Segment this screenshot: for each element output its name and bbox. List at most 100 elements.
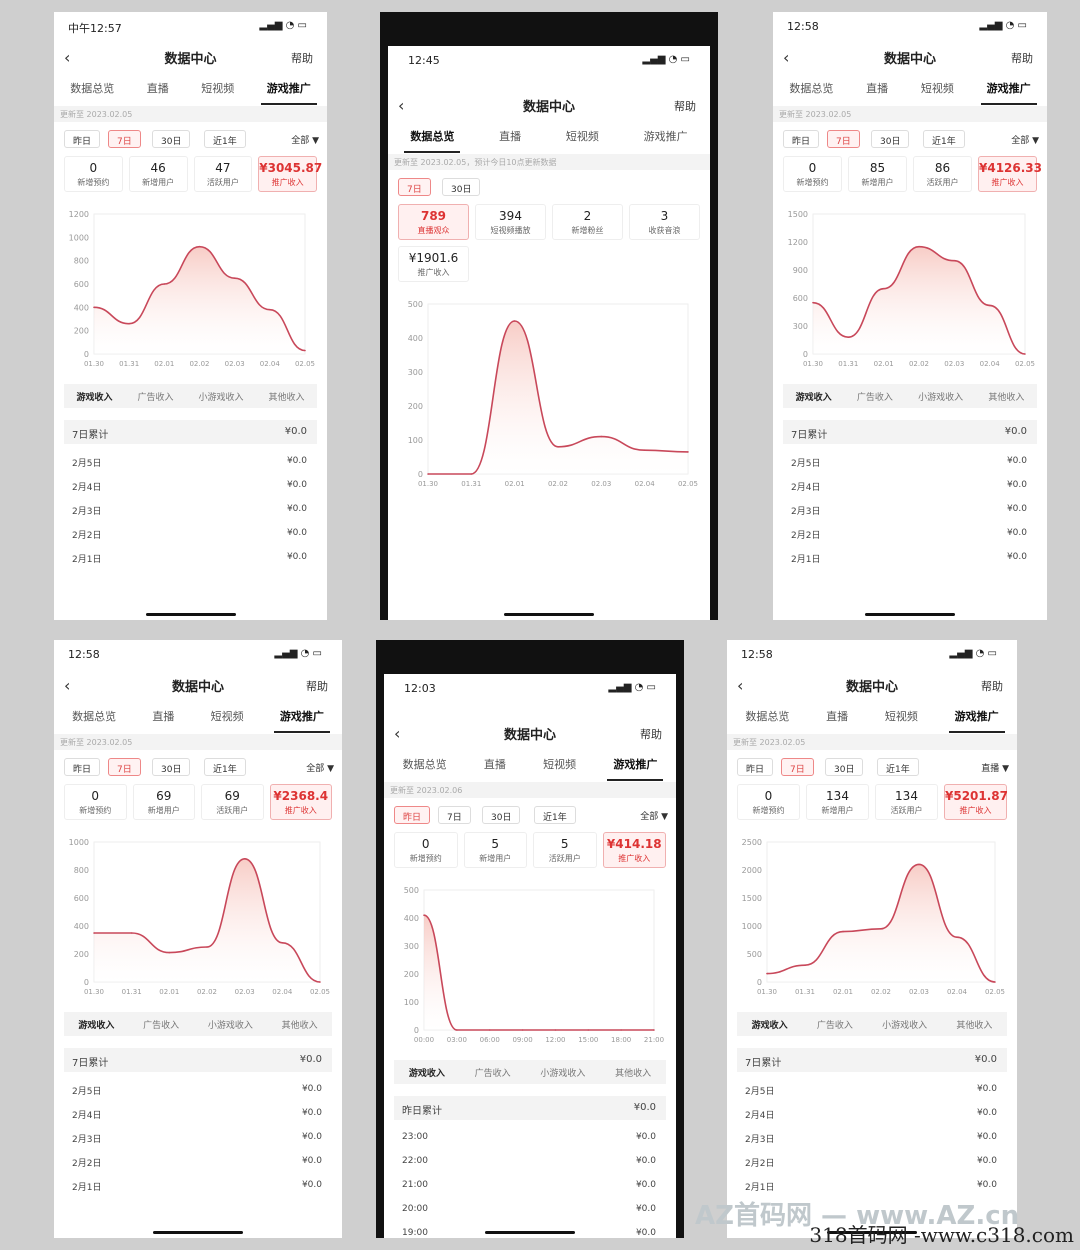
help-button[interactable]: 帮助 — [1011, 52, 1033, 65]
revenue-tab[interactable]: 小游戏收入 — [198, 392, 244, 403]
stat-card[interactable]: ¥5201.87 推广收入 — [944, 784, 1008, 820]
revenue-tab[interactable]: 其他收入 — [615, 1068, 652, 1079]
tab-1[interactable]: 直播 — [866, 82, 889, 95]
tab-1[interactable]: 直播 — [152, 710, 175, 723]
revenue-tab[interactable]: 小游戏收入 — [540, 1068, 586, 1079]
help-button[interactable]: 帮助 — [306, 680, 328, 693]
tab-3[interactable]: 游戏推广 — [273, 704, 330, 733]
filter-chip[interactable]: 近1年 — [923, 130, 965, 148]
revenue-tab[interactable]: 小游戏收入 — [918, 392, 964, 403]
revenue-tab[interactable]: 小游戏收入 — [207, 1020, 253, 1031]
tab-2[interactable]: 短视频 — [210, 710, 244, 723]
stat-card[interactable]: 85 新增用户 — [848, 156, 907, 192]
filter-chip[interactable]: 昨日 — [737, 758, 774, 776]
filter-chip[interactable]: 7日 — [438, 806, 471, 824]
back-arrow-icon[interactable]: ‹ — [394, 724, 401, 743]
filter-dropdown[interactable]: 全部 ▼ — [1011, 136, 1039, 146]
revenue-tab[interactable]: 游戏收入 — [76, 392, 113, 403]
help-button[interactable]: 帮助 — [291, 52, 313, 65]
back-arrow-icon[interactable]: ‹ — [783, 48, 790, 67]
revenue-tab[interactable]: 广告收入 — [137, 392, 174, 403]
filter-chip[interactable]: 7日 — [108, 758, 141, 776]
stat-card[interactable]: 69 活跃用户 — [201, 784, 264, 820]
filter-dropdown[interactable]: 全部 ▼ — [306, 764, 334, 774]
tab-1[interactable]: 直播 — [826, 710, 849, 723]
stat-card[interactable]: 86 活跃用户 — [913, 156, 972, 192]
filter-chip[interactable]: 30日 — [442, 178, 481, 196]
filter-chip[interactable]: 昨日 — [394, 806, 431, 824]
filter-chip[interactable]: 7日 — [827, 130, 860, 148]
stat-card[interactable]: 5 新增用户 — [463, 832, 527, 868]
filter-dropdown[interactable]: 全部 ▼ — [291, 136, 319, 146]
stat-card[interactable]: 789 直播观众 — [398, 204, 469, 240]
filter-chip[interactable]: 近1年 — [877, 758, 919, 776]
help-button[interactable]: 帮助 — [640, 728, 662, 741]
stat-card[interactable]: 0 新增预约 — [64, 784, 127, 820]
tab-0[interactable]: 数据总览 — [404, 124, 461, 153]
filter-chip[interactable]: 昨日 — [64, 130, 101, 148]
revenue-tab[interactable]: 其他收入 — [268, 392, 305, 403]
stat-card[interactable]: 5 活跃用户 — [533, 832, 597, 868]
filter-dropdown[interactable]: 直播 ▼ — [981, 764, 1009, 774]
tab-2[interactable]: 短视频 — [543, 758, 577, 771]
filter-chip[interactable]: 30日 — [825, 758, 864, 776]
filter-chip[interactable]: 7日 — [781, 758, 814, 776]
stat-card[interactable]: 69 新增用户 — [132, 784, 195, 820]
revenue-tab[interactable]: 游戏收入 — [751, 1020, 788, 1031]
back-arrow-icon[interactable]: ‹ — [737, 676, 744, 695]
revenue-tab[interactable]: 游戏收入 — [795, 392, 832, 403]
stat-card[interactable]: 0 新增预约 — [783, 156, 842, 192]
revenue-tab[interactable]: 游戏收入 — [78, 1020, 115, 1031]
stat-card[interactable]: 2 新增粉丝 — [552, 204, 623, 240]
tab-0[interactable]: 数据总览 — [70, 82, 115, 95]
back-arrow-icon[interactable]: ‹ — [64, 48, 71, 67]
tab-2[interactable]: 短视频 — [884, 710, 918, 723]
stat-card[interactable]: 134 活跃用户 — [875, 784, 938, 820]
back-arrow-icon[interactable]: ‹ — [64, 676, 71, 695]
stat-card[interactable]: 0 新增预约 — [394, 832, 458, 868]
tab-2[interactable]: 短视频 — [920, 82, 954, 95]
stat-card[interactable]: 46 新增用户 — [128, 156, 188, 192]
stat-card[interactable]: ¥3045.87 推广收入 — [258, 156, 322, 192]
tab-0[interactable]: 数据总览 — [72, 710, 117, 723]
tab-3[interactable]: 游戏推广 — [643, 130, 688, 143]
tab-0[interactable]: 数据总览 — [789, 82, 834, 95]
tab-3[interactable]: 游戏推广 — [980, 76, 1037, 105]
tab-3[interactable]: 游戏推广 — [607, 752, 664, 781]
tab-1[interactable]: 直播 — [146, 82, 169, 95]
revenue-tab[interactable]: 其他收入 — [281, 1020, 318, 1031]
filter-chip[interactable]: 7日 — [108, 130, 141, 148]
tab-3[interactable]: 游戏推广 — [260, 76, 317, 105]
filter-chip[interactable]: 近1年 — [534, 806, 576, 824]
filter-chip[interactable]: 30日 — [152, 130, 191, 148]
stat-card[interactable]: 3 收获音浪 — [629, 204, 700, 240]
tab-2[interactable]: 短视频 — [201, 82, 235, 95]
revenue-tab[interactable]: 其他收入 — [956, 1020, 993, 1031]
revenue-tab[interactable]: 其他收入 — [988, 392, 1025, 403]
help-button[interactable]: 帮助 — [674, 100, 696, 113]
revenue-tab[interactable]: 小游戏收入 — [882, 1020, 928, 1031]
tab-0[interactable]: 数据总览 — [402, 758, 447, 771]
back-arrow-icon[interactable]: ‹ — [398, 96, 405, 115]
filter-chip[interactable]: 昨日 — [64, 758, 101, 776]
filter-chip[interactable]: 30日 — [871, 130, 910, 148]
stat-card[interactable]: 0 新增预约 — [64, 156, 123, 192]
filter-chip[interactable]: 昨日 — [783, 130, 820, 148]
stat-card[interactable]: ¥4126.33 推广收入 — [978, 156, 1042, 192]
tab-1[interactable]: 直播 — [499, 130, 522, 143]
filter-chip[interactable]: 近1年 — [204, 758, 246, 776]
revenue-tab[interactable]: 广告收入 — [856, 392, 893, 403]
tab-0[interactable]: 数据总览 — [745, 710, 790, 723]
revenue-tab[interactable]: 游戏收入 — [408, 1068, 445, 1079]
stat-card[interactable]: 47 活跃用户 — [193, 156, 253, 192]
stat-card[interactable]: ¥1901.6 推广收入 — [398, 246, 469, 282]
stat-card[interactable]: ¥414.18 推广收入 — [602, 832, 666, 868]
help-button[interactable]: 帮助 — [981, 680, 1003, 693]
filter-chip[interactable]: 30日 — [152, 758, 191, 776]
tab-2[interactable]: 短视频 — [565, 130, 599, 143]
stat-card[interactable]: ¥2368.4 推广收入 — [269, 784, 332, 820]
filter-chip[interactable]: 30日 — [482, 806, 521, 824]
tab-1[interactable]: 直播 — [483, 758, 506, 771]
stat-card[interactable]: 394 短视频播放 — [475, 204, 546, 240]
stat-card[interactable]: 0 新增预约 — [737, 784, 800, 820]
